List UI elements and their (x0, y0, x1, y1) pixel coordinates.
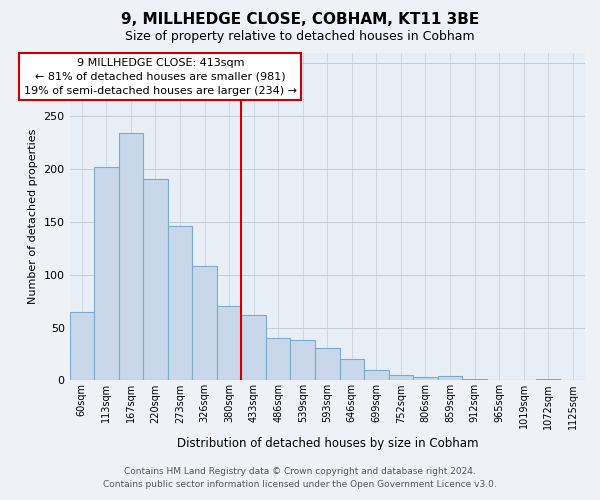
Bar (438, 376, 462, 380)
Bar (143, 180, 168, 380)
X-axis label: Distribution of detached houses by size in Cobham: Distribution of detached houses by size … (176, 437, 478, 450)
Bar (119, 133, 143, 380)
Bar (389, 375, 413, 380)
Bar (266, 338, 290, 380)
Bar (94, 166, 119, 380)
Bar (241, 315, 266, 380)
Bar (192, 266, 217, 380)
Text: 9 MILLHEDGE CLOSE: 413sqm
← 81% of detached houses are smaller (981)
19% of semi: 9 MILLHEDGE CLOSE: 413sqm ← 81% of detac… (24, 58, 297, 96)
Bar (217, 306, 241, 380)
Bar (413, 377, 438, 380)
Y-axis label: Number of detached properties: Number of detached properties (28, 129, 38, 304)
Bar (364, 370, 389, 380)
Text: Contains HM Land Registry data © Crown copyright and database right 2024.
Contai: Contains HM Land Registry data © Crown c… (103, 468, 497, 489)
Text: Size of property relative to detached houses in Cobham: Size of property relative to detached ho… (125, 30, 475, 43)
Text: 9, MILLHEDGE CLOSE, COBHAM, KT11 3BE: 9, MILLHEDGE CLOSE, COBHAM, KT11 3BE (121, 12, 479, 28)
Bar (340, 359, 364, 380)
Bar (168, 226, 192, 380)
Bar (315, 348, 340, 380)
Bar (70, 312, 94, 380)
Bar (290, 340, 315, 380)
